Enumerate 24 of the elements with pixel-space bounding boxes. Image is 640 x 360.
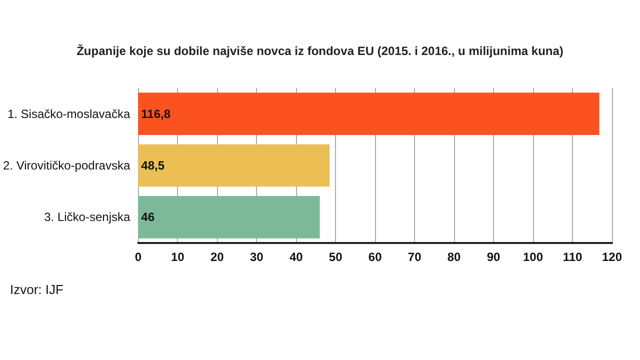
x-tick-label: 80 xyxy=(447,250,462,264)
x-tick-label: 20 xyxy=(210,250,224,264)
x-tick-label: 120 xyxy=(602,250,622,264)
x-tick-label: 30 xyxy=(250,250,264,264)
x-tick-label: 50 xyxy=(328,250,343,264)
x-tick-label: 100 xyxy=(523,250,544,264)
bar xyxy=(138,196,320,238)
y-tick-label: 3. Ličko-senjska xyxy=(44,210,130,224)
data-label: 48,5 xyxy=(141,158,165,172)
y-tick-label: 2. Virovitičko-podravska xyxy=(2,158,130,172)
data-label: 116,8 xyxy=(141,106,171,121)
x-tick-label: 0 xyxy=(134,250,142,264)
x-tick-label: 60 xyxy=(368,250,382,264)
text: Izvor: IJF xyxy=(10,282,64,297)
x-tick-label: 110 xyxy=(562,250,583,264)
y-tick-label: 1. Sisačko-moslavačka xyxy=(7,106,130,121)
x-tick-label: 40 xyxy=(289,250,304,264)
chart-title: Županije koje su dobile najviše novca iz fondova EU (2015. i 2016., u milijunima kuna) xyxy=(76,44,564,58)
x-tick-label: 70 xyxy=(408,250,422,264)
x-tick-label: 10 xyxy=(170,250,185,264)
x-tick-label: 90 xyxy=(486,250,501,264)
bar xyxy=(138,92,600,136)
data-label: 46 xyxy=(141,210,155,224)
bar xyxy=(138,144,330,187)
